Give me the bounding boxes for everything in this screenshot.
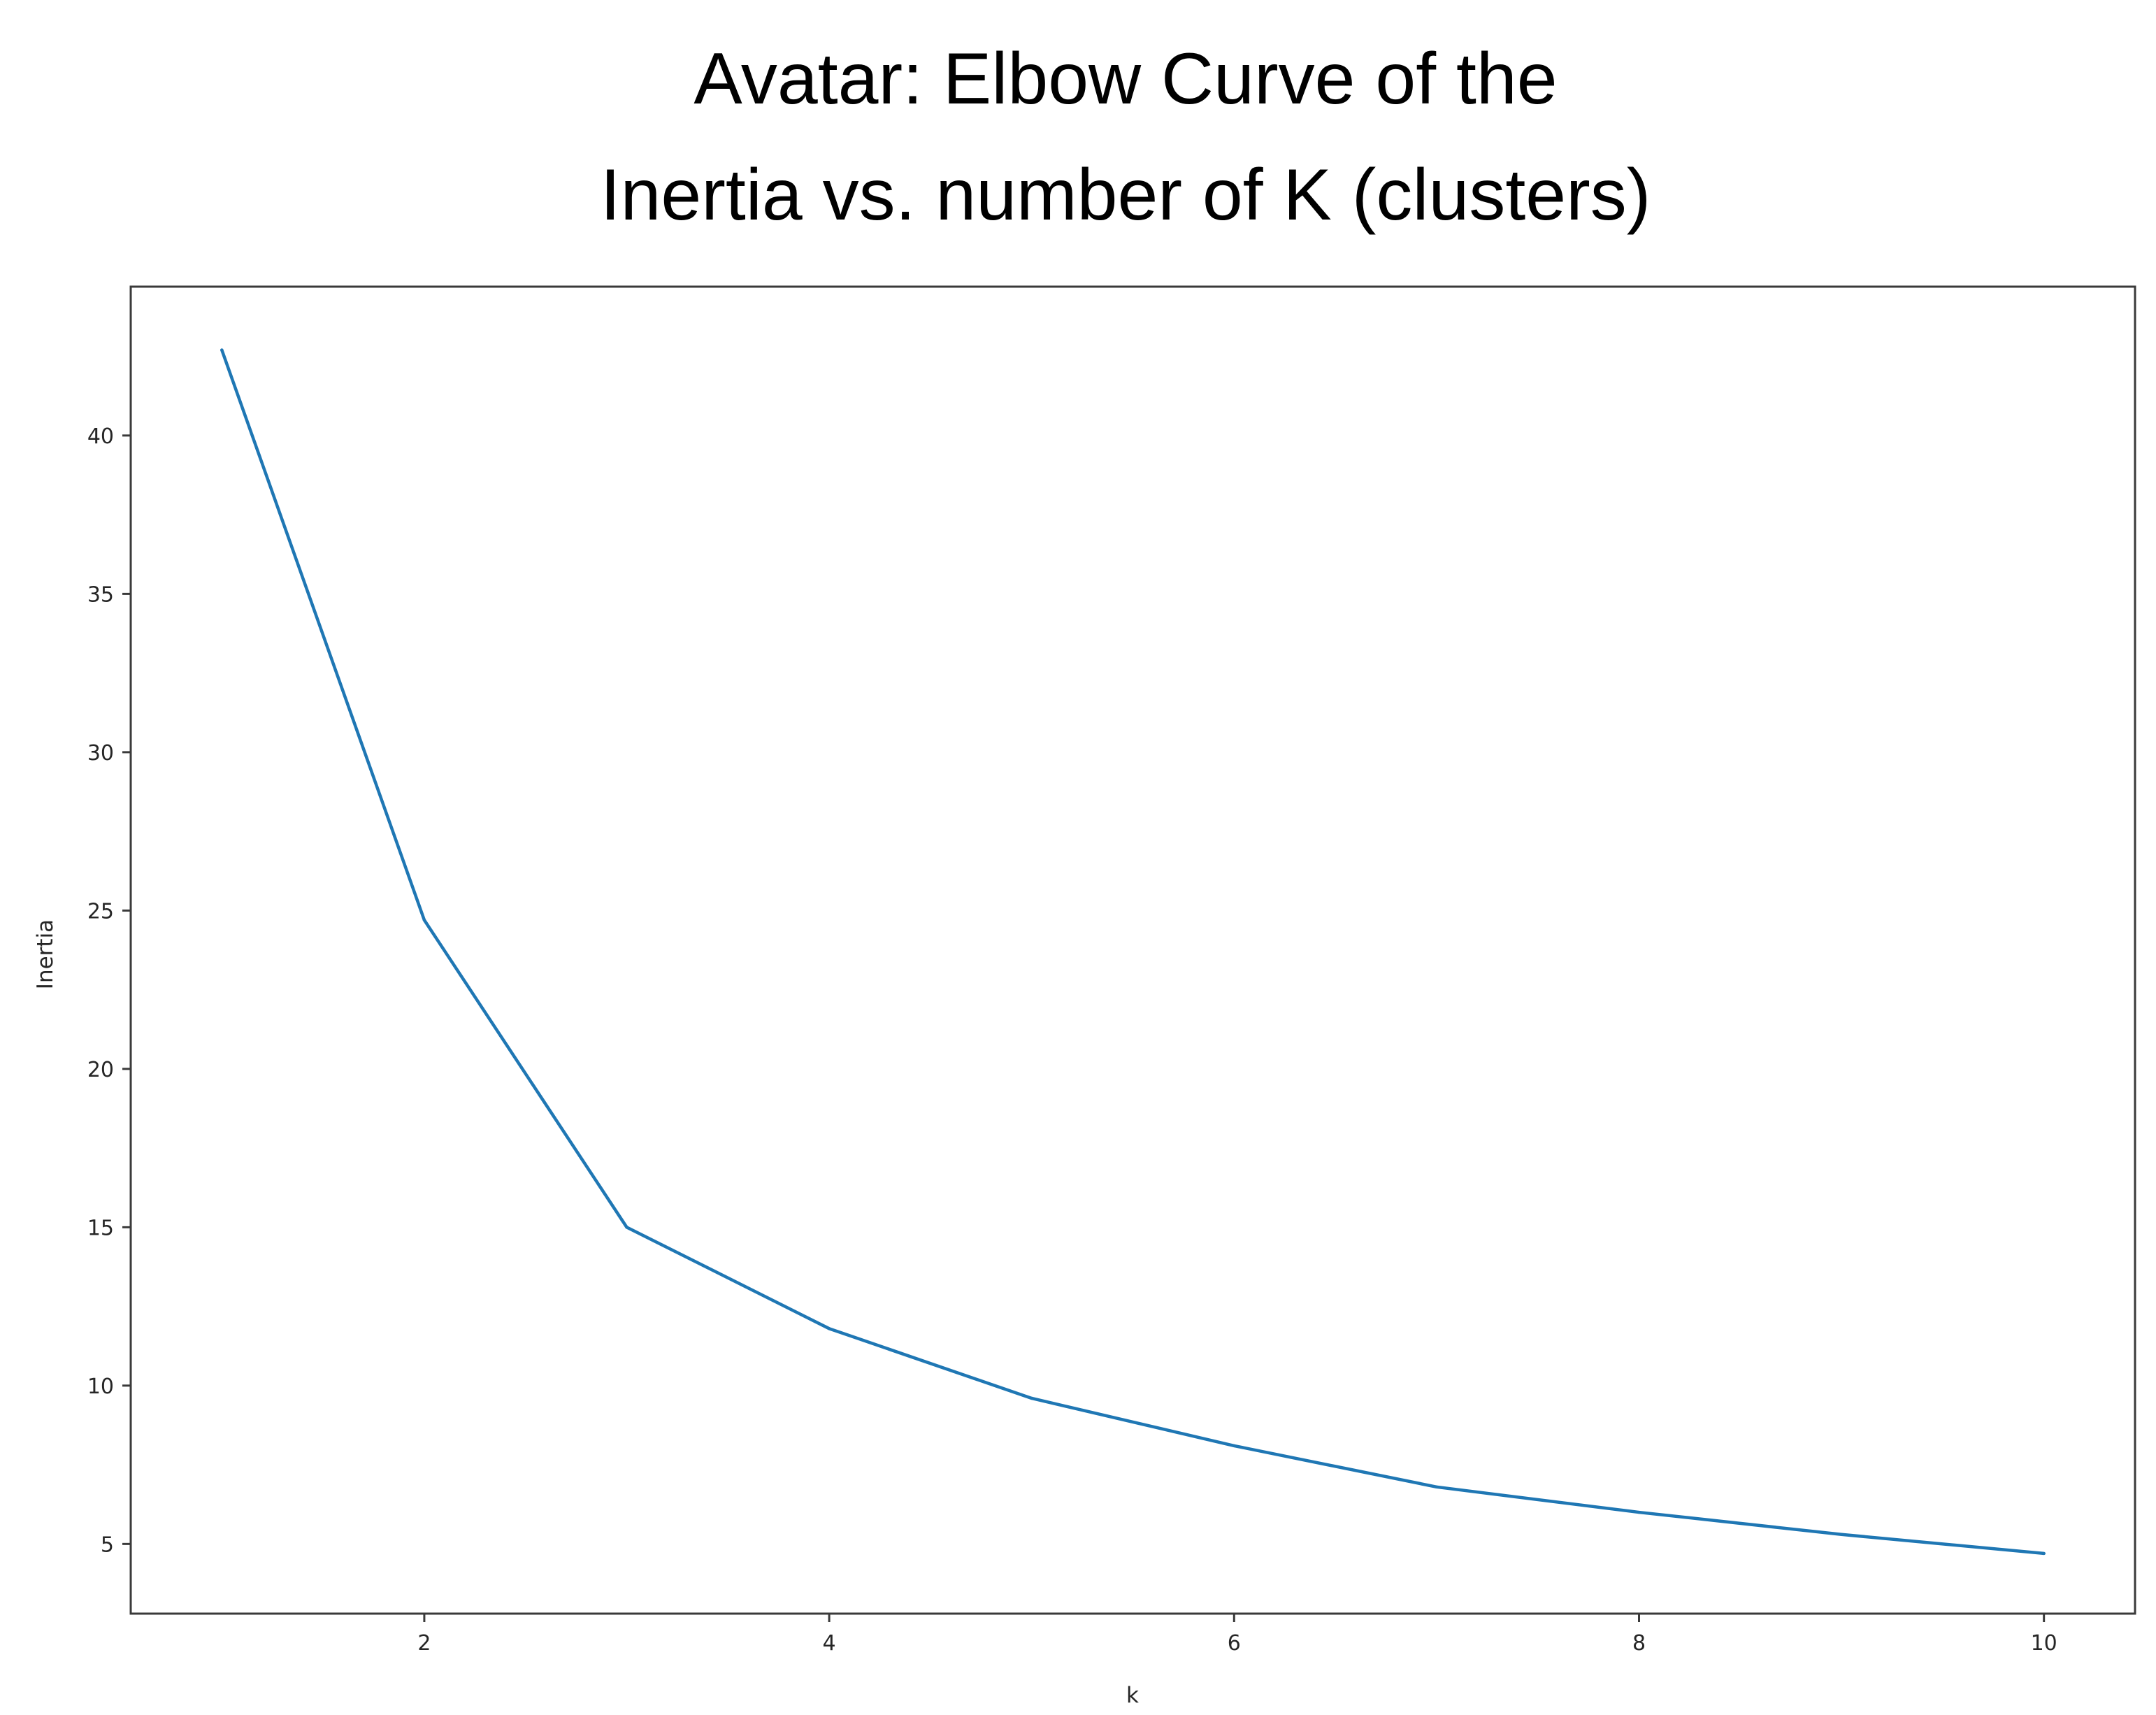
y-tick-label: 15: [87, 1216, 114, 1240]
data-point: [220, 348, 224, 352]
y-axis-ticks: 5 10 15 20 25 30 35 40: [87, 424, 131, 1557]
x-tick-label: 8: [1632, 1631, 1646, 1656]
data-point: [1435, 1485, 1439, 1489]
y-tick-label: 30: [87, 741, 114, 766]
x-axis-ticks: 2 4 6 8 10: [417, 1614, 2057, 1656]
y-tick-label: 35: [87, 582, 114, 607]
series-points: [220, 348, 2046, 1556]
y-tick-label: 10: [87, 1375, 114, 1399]
x-tick-label: 4: [823, 1631, 836, 1656]
data-point: [1637, 1510, 1641, 1514]
data-point: [2042, 1551, 2046, 1556]
y-tick-label: 25: [87, 899, 114, 924]
x-axis-label: k: [1126, 1683, 1139, 1708]
chart-title-line-1: Avatar: Elbow Curve of the: [693, 38, 1558, 120]
series-line-inertia: [220, 348, 2046, 1556]
x-tick-label: 2: [417, 1631, 431, 1656]
x-tick-label: 10: [2031, 1631, 2057, 1656]
data-point: [827, 1327, 831, 1330]
chart-title: Avatar: Elbow Curve of the Inertia vs. n…: [0, 21, 2156, 253]
data-point: [1839, 1533, 1844, 1536]
y-tick-label: 20: [87, 1058, 114, 1082]
data-point: [625, 1226, 628, 1229]
x-tick-label: 6: [1228, 1631, 1241, 1656]
data-point: [1030, 1396, 1033, 1400]
data-point: [422, 918, 426, 922]
y-tick-label: 5: [101, 1533, 114, 1557]
y-tick-label: 40: [87, 424, 114, 449]
chart-title-line-2: Inertia vs. number of K (clusters): [600, 155, 1651, 236]
plot-area: [129, 285, 2136, 1615]
y-axis-label: Inertia: [33, 919, 58, 989]
data-point: [1232, 1444, 1236, 1448]
